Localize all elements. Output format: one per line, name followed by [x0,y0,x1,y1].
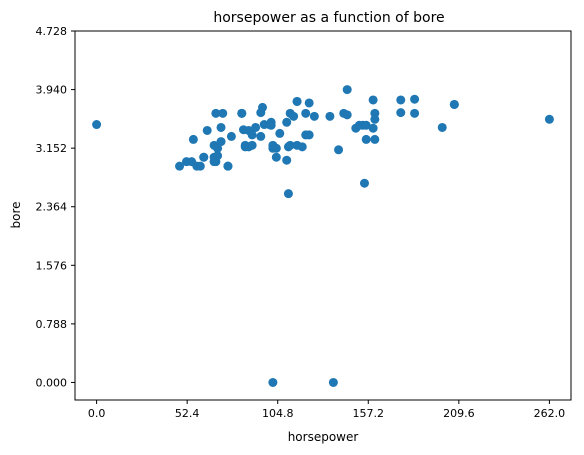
x-tick-label: 52.4 [175,407,200,420]
y-tick-label: 3.940 [36,84,68,97]
y-tick-label: 0.000 [36,376,68,389]
data-point [92,120,102,130]
data-point [285,140,295,150]
data-point [283,189,293,199]
data-point [251,122,261,132]
data-point [195,161,205,171]
data-points [92,85,554,387]
data-point [370,114,380,124]
data-point [449,99,459,109]
data-point [211,108,221,118]
data-point [226,131,236,141]
data-point [216,122,226,132]
chart-title: horsepower as a function of bore [213,10,444,26]
data-point [199,152,209,162]
data-point [437,122,447,132]
x-tick-label: 104.8 [262,407,294,420]
data-point [256,131,266,141]
data-point [342,85,352,95]
x-axis: 0.0 52.4 104.8 157.2 209.6 262.0 [88,400,565,420]
data-point [237,108,247,118]
x-tick-label: 262.0 [534,407,566,420]
y-axis: 0.000 0.788 1.576 2.364 3.152 3.940 4.728 [36,25,75,389]
data-point [342,110,352,120]
data-point [266,117,276,127]
data-point [368,123,378,133]
data-point [271,143,281,153]
data-point [175,161,185,171]
data-point [396,95,406,105]
data-point [289,111,299,121]
y-axis-label: bore [9,201,23,228]
plot-area-frame [74,30,572,401]
data-point [361,134,371,144]
data-point [292,96,302,106]
data-point [258,102,268,112]
data-point [282,117,292,127]
data-point [268,377,278,387]
x-tick-label: 0.0 [88,407,106,420]
data-point [213,151,223,161]
y-tick-label: 1.576 [36,259,68,272]
data-point [202,125,212,135]
data-point [304,98,314,108]
x-tick-label: 157.2 [353,407,385,420]
data-point [361,120,371,130]
y-tick-label: 2.364 [36,201,68,214]
y-tick-label: 0.788 [36,318,68,331]
data-point [188,134,198,144]
data-point [309,111,319,121]
data-point [334,145,344,155]
x-tick-label: 209.6 [443,407,475,420]
data-point [359,178,369,188]
data-point [370,134,380,144]
data-point [304,130,314,140]
data-point [544,114,554,124]
data-point [271,152,281,162]
data-point [396,108,406,118]
data-point [325,111,335,121]
data-point [368,95,378,105]
data-point [218,108,228,118]
data-point [328,377,338,387]
data-point [275,128,285,138]
data-point [410,108,420,118]
data-point [297,142,307,152]
data-point [301,108,311,118]
data-point [410,94,420,104]
x-axis-label: horsepower [288,430,359,444]
y-tick-label: 4.728 [36,25,68,38]
y-tick-label: 3.152 [36,142,68,155]
data-point [213,143,223,153]
data-point [282,155,292,165]
data-point [223,161,233,171]
data-point [216,137,226,147]
data-point [247,140,257,150]
data-point [247,130,257,140]
